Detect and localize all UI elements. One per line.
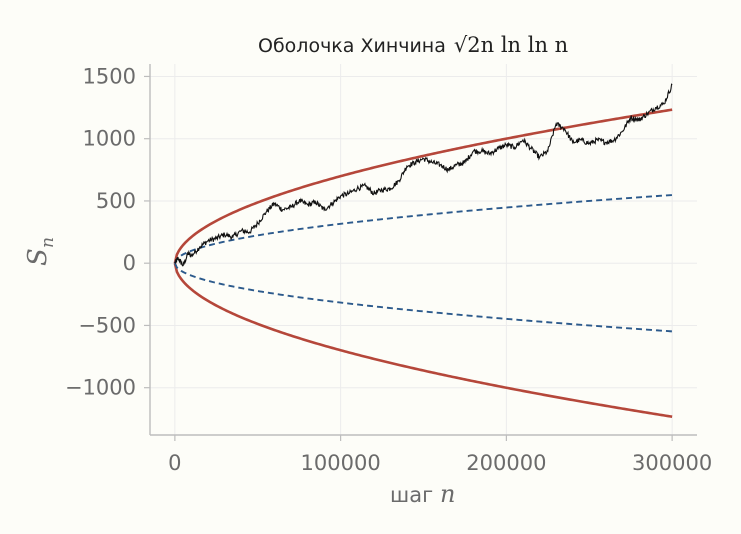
x-axis-label-variable: n [440, 480, 455, 508]
y-axis-label-group: S n [23, 237, 58, 266]
chart-title-formula: √2n ln ln n [454, 33, 568, 57]
khinchin-upper-line [173, 108, 673, 264]
y-axis-label: S [23, 248, 53, 266]
y-tick-label: 1500 [83, 64, 136, 88]
x-tick-label: 100000 [301, 451, 381, 475]
x-tick-label: 200000 [466, 451, 546, 475]
x-axis-label: шаг [390, 483, 433, 507]
random-walk-line [174, 83, 673, 267]
series-layer [173, 83, 673, 419]
y-tick-label: 1000 [83, 127, 136, 151]
sqrt-n-lower-line [174, 262, 673, 333]
y-tick-label: −500 [78, 313, 136, 337]
chart-title: Оболочка Хинчина [258, 35, 446, 57]
grid [150, 64, 697, 435]
axes: 0 100000 200000 300000 1500 1000 500 0 −500 −1000 [65, 64, 712, 475]
y-tick-label: 500 [96, 189, 136, 213]
y-tick-label: −1000 [65, 376, 136, 400]
sqrt-n-upper-line [174, 194, 673, 264]
y-axis-label-subscript: n [38, 237, 58, 248]
khinchin-lower-line [173, 262, 673, 419]
x-tick-label: 0 [168, 451, 181, 475]
y-tick-label: 0 [123, 251, 136, 275]
x-tick-label: 300000 [632, 451, 712, 475]
